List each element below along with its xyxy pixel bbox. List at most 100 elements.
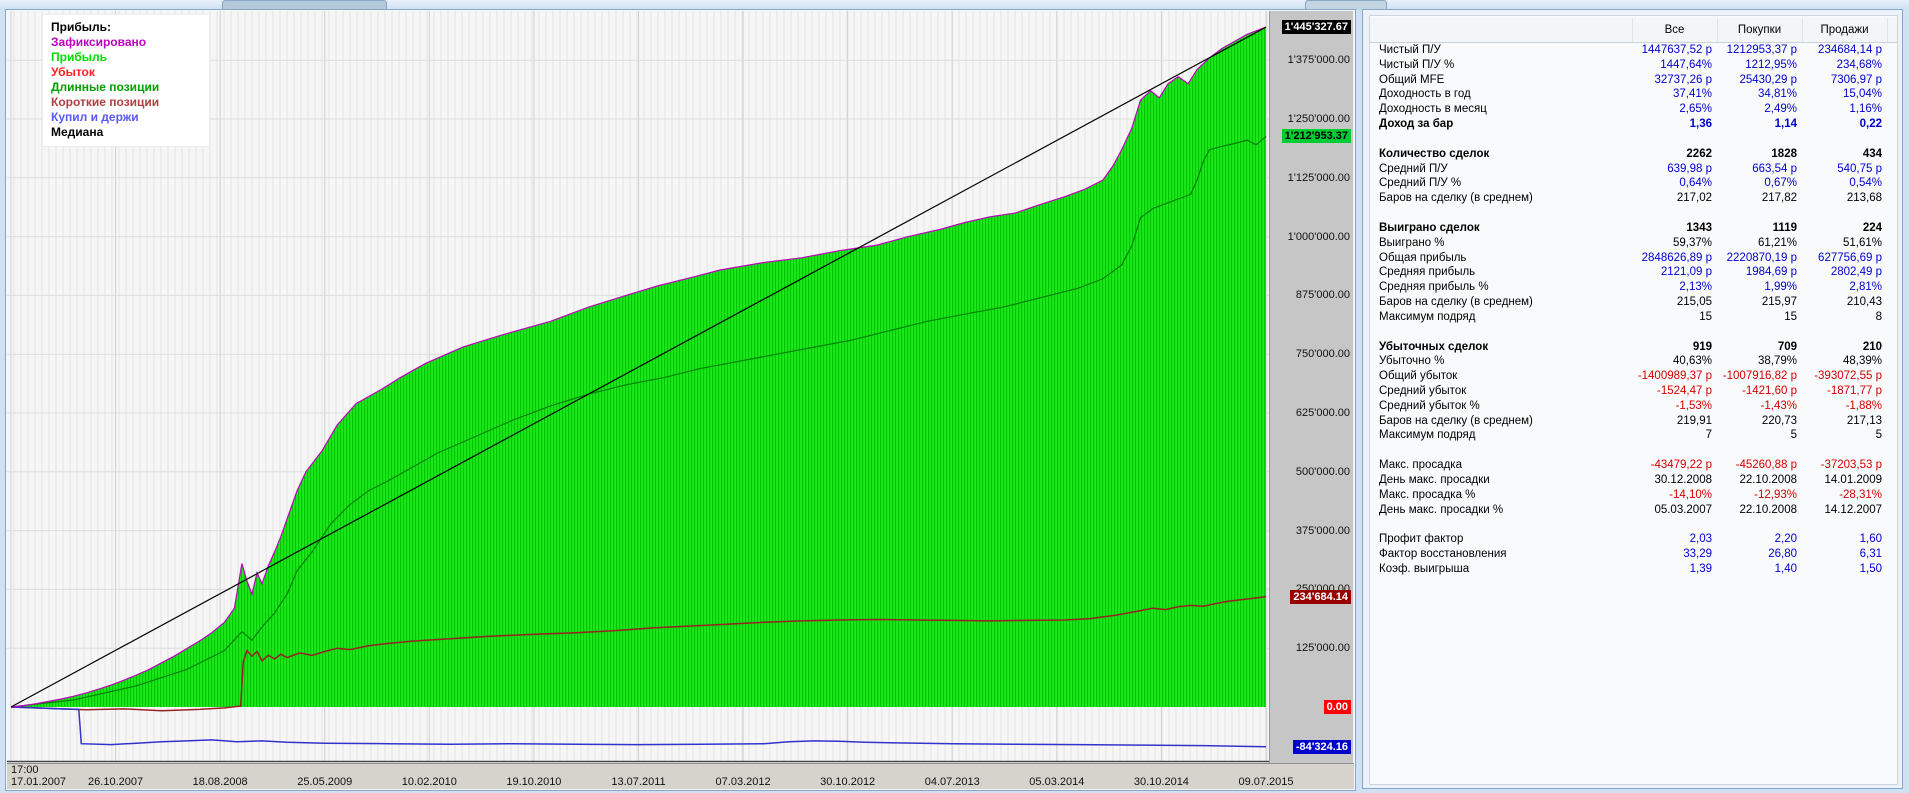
stats-cell: 217,02 <box>1676 192 1712 205</box>
stats-row: Количество сделок 2262 1828 434 14 <box>1370 147 1897 162</box>
y-axis-label: 875'000.00 <box>1295 289 1350 302</box>
stats-cell: 2121,09 р <box>1660 266 1712 279</box>
stats-cell: 2,20 <box>1774 533 1797 546</box>
stats-row: День макс. просадки 30.12.2008 22.10.2008 1… <box>1370 473 1897 488</box>
y-axis-label: 1'000'000.00 <box>1287 230 1350 243</box>
stats-cell: 30.12.2008 <box>1654 473 1712 486</box>
y-axis-label: 375'000.00 <box>1295 524 1350 537</box>
stats-row: Чистый П/У % 1447,64% 1212,95% 234,68% -84,3… <box>1370 58 1897 73</box>
stats-tab-stub[interactable] <box>1305 0 1387 10</box>
stats-cell: 25430,29 р <box>1739 73 1797 86</box>
legend-item: Купил и держи <box>51 110 139 124</box>
legend-item: Прибыль <box>51 50 107 64</box>
legend-item: Зафиксировано <box>51 35 147 49</box>
series-Медиана <box>10 26 1267 708</box>
stats-row-label: Общая прибыль <box>1379 251 1467 264</box>
y-axis-label: 750'000.00 <box>1295 348 1350 361</box>
stats-cell: 0,64% <box>1679 177 1712 190</box>
stats-cell: 2262 <box>1686 147 1712 160</box>
stats-cell: 26,80 <box>1768 548 1797 561</box>
stats-cell: 2,49% <box>1764 103 1797 116</box>
stats-row: Доходность в месяц 2,65% 2,49% 1,16% -1,75% <box>1370 102 1897 117</box>
stats-cell: 1064778,00 <box>1887 414 1897 429</box>
stats-cell: 29582,19 р <box>1887 73 1897 88</box>
stats-cell: 2,03 <box>1689 533 1712 546</box>
stats-cell: -43479,22 р <box>1650 459 1712 472</box>
stats-row: Общая прибыль 2848626,89 р 2220870,19 р 627… <box>1370 251 1897 266</box>
stats-cell: 1,99% <box>1764 281 1797 294</box>
stats-row: Общий MFE 32737,26 р 25430,29 р 7306,97 р 29… <box>1370 73 1897 88</box>
stats-cell: 0,08 <box>1887 532 1897 547</box>
chart-plot-area[interactable] <box>7 11 1269 763</box>
stats-row-label: Общий MFE <box>1379 73 1445 86</box>
stats-cell: 105,99% <box>1887 280 1897 295</box>
stats-row-label: Количество сделок <box>1379 147 1490 160</box>
stats-cell: 33,29 <box>1683 548 1712 561</box>
stats-cell: 22.10.2008 <box>1739 503 1797 516</box>
stats-cell: 42,86% <box>1887 236 1897 251</box>
stats-cell: 14 <box>1887 147 1897 162</box>
stats-cell: 2,65% <box>1679 103 1712 116</box>
stats-cell: 1,39 <box>1689 562 1712 575</box>
x-axis-date-label: 18.08.2008 <box>192 776 248 788</box>
stats-row-label: Максимум подряд <box>1379 310 1476 323</box>
top-window-strip <box>0 0 1909 10</box>
stats-row: Баров на сделку (в среднем) 219,91 220,73 2… <box>1370 414 1897 429</box>
stats-header-row: ВсеПокупкиПродажиРынок <box>1370 18 1897 43</box>
stats-row-label: Баров на сделку (в среднем) <box>1379 192 1533 205</box>
stats-header-cell: Продажи <box>1801 18 1887 43</box>
stats-cell: 16,92% <box>1887 176 1897 191</box>
stats-gap-row <box>1370 443 1897 458</box>
stats-row-label: Средний убыток <box>1379 384 1467 397</box>
stats-cell: 434 <box>1862 147 1882 160</box>
stats-gap-row <box>1370 206 1897 221</box>
stats-row-label: Выиграно сделок <box>1379 221 1480 234</box>
stats-row: Убыточно % 40,63% 38,79% 48,39% 57,14% <box>1370 354 1897 369</box>
stats-cell: 5 <box>1790 429 1797 442</box>
stats-cell: -91654,51 р <box>1887 369 1897 384</box>
stats-row: Макс. просадка -43479,22 р -45260,88 р -372… <box>1370 458 1897 473</box>
stats-cell: 40,63% <box>1672 355 1712 368</box>
stats-row-label: Профит фактор <box>1379 533 1464 546</box>
legend-item: Длинные позиции <box>51 80 160 94</box>
stats-row-label: Средняя прибыль % <box>1379 281 1489 294</box>
stats-cell: -49,88% <box>1887 399 1897 414</box>
stats-cell: 7306,97 р <box>1830 73 1882 86</box>
stats-cell: 210,43 <box>1846 295 1882 308</box>
statistics-table-container: ВсеПокупкиПродажиРынок Чистый П/У 1447637… <box>1369 15 1898 785</box>
stats-cell: 37,41% <box>1672 88 1712 101</box>
stats-cell: -1524,47 р <box>1657 384 1712 397</box>
stats-cell: 1447637,52 р <box>1641 44 1712 56</box>
x-axis-date-label: 19.10.2010 <box>506 776 562 788</box>
x-axis-date-label: 25.05.2009 <box>297 776 353 788</box>
stats-cell: 48,39% <box>1842 355 1882 368</box>
stats-cell: 1,16% <box>1849 103 1882 116</box>
legend-item: Медиана <box>51 125 104 139</box>
stats-row: Макс. просадка % -14,10% -12,93% -28,31% -94… <box>1370 488 1897 503</box>
stats-row: Выиграно сделок 1343 1119 224 6 <box>1370 221 1897 236</box>
legend-item: Убыток <box>51 65 95 79</box>
stats-row-label: Доходность в месяц <box>1379 103 1487 116</box>
stats-row: Баров на сделку (в среднем) 215,05 215,97 2… <box>1370 295 1897 310</box>
stats-cell: 0,67% <box>1764 177 1797 190</box>
stats-cell: -14,10% <box>1669 488 1712 501</box>
stats-header-cell: Все <box>1631 18 1717 43</box>
stats-cell: 57,14% <box>1887 354 1897 369</box>
x-axis-time-label: 17:00 <box>11 764 39 776</box>
stats-cell: 6 <box>1887 221 1897 236</box>
stats-row: Убыточных сделок 919 709 210 8 <box>1370 340 1897 355</box>
profit-chart-panel: 125'000.00250'000.00375'000.00500'000.00… <box>5 9 1356 791</box>
chart-tab-stub[interactable] <box>222 0 387 10</box>
stats-cell: 14.12.2007 <box>1824 503 1882 516</box>
stats-cell: 219,91 <box>1676 414 1712 427</box>
stats-cell: 2802,49 р <box>1830 266 1882 279</box>
x-axis-date-label: 07.03.2012 <box>715 776 771 788</box>
stats-row-label: Фактор восстановления <box>1379 548 1507 561</box>
stats-cell: 2,81% <box>1849 281 1882 294</box>
stats-row: Средний П/У % 0,64% 0,67% 0,54% 16,92% <box>1370 176 1897 191</box>
stats-cell: 224 <box>1862 221 1882 234</box>
stats-cell: 1,50 <box>1859 562 1882 575</box>
x-axis-date-label: 17.01.2007 <box>11 776 67 788</box>
stats-cell: 919 <box>1692 340 1712 353</box>
stats-row-label: Убыточных сделок <box>1379 340 1489 353</box>
